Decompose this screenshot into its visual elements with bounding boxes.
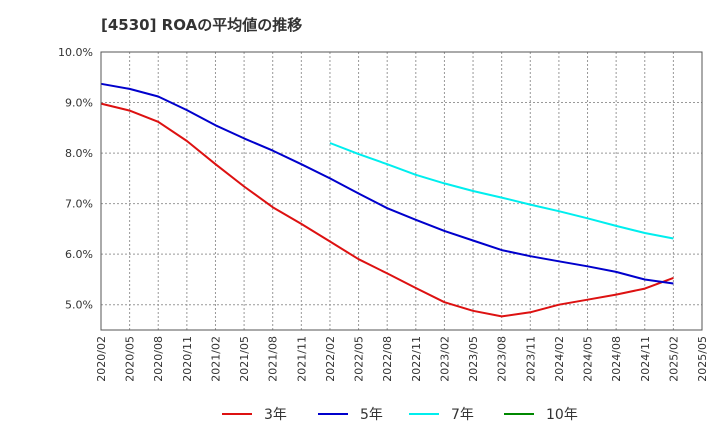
plot-frame bbox=[100, 51, 703, 331]
x-tick-label: 2024/05 bbox=[582, 336, 595, 382]
x-tick-label: 2020/05 bbox=[124, 336, 137, 382]
x-tick-label: 2021/11 bbox=[295, 336, 308, 382]
chart-title: [4530] ROAの平均値の推移 bbox=[101, 16, 303, 34]
x-tick-label: 2025/05 bbox=[696, 336, 709, 382]
series-lines bbox=[100, 82, 674, 318]
x-tick-label: 2020/02 bbox=[95, 336, 108, 382]
series-line bbox=[100, 102, 674, 318]
x-tick-label: 2023/05 bbox=[467, 336, 480, 382]
x-axis-tick-labels: 2020/02 2020/05 2020/08 2020/11 2021/02 2021/… bbox=[95, 336, 709, 382]
x-tick-label: 2022/08 bbox=[381, 336, 394, 382]
legend: 3年 5年 7年 10年 bbox=[222, 407, 578, 423]
x-tick-label: 2025/02 bbox=[667, 336, 680, 382]
y-tick-label: 8.0% bbox=[65, 147, 93, 160]
legend-label: 5年 bbox=[360, 407, 383, 423]
x-tick-label: 2021/08 bbox=[267, 336, 280, 382]
x-tick-label: 2020/08 bbox=[152, 336, 165, 382]
legend-label: 7年 bbox=[451, 407, 474, 423]
plot-background bbox=[101, 52, 702, 330]
series-line bbox=[100, 82, 674, 285]
x-tick-label: 2022/11 bbox=[410, 336, 423, 382]
x-tick-label: 2024/11 bbox=[639, 336, 652, 382]
x-tick-label: 2021/05 bbox=[238, 336, 251, 382]
x-tick-label: 2020/11 bbox=[181, 336, 194, 382]
grid-lines bbox=[101, 52, 702, 330]
x-tick-label: 2022/02 bbox=[324, 336, 337, 382]
legend-label: 3年 bbox=[264, 407, 287, 423]
x-tick-label: 2023/11 bbox=[524, 336, 537, 382]
y-tick-label: 10.0% bbox=[58, 46, 93, 59]
x-tick-label: 2024/02 bbox=[553, 336, 566, 382]
x-tick-label: 2023/02 bbox=[438, 336, 451, 382]
y-tick-label: 9.0% bbox=[65, 97, 93, 110]
series-line bbox=[329, 142, 674, 240]
y-tick-label: 7.0% bbox=[65, 198, 93, 211]
y-tick-label: 6.0% bbox=[65, 248, 93, 261]
x-tick-label: 2021/02 bbox=[209, 336, 222, 382]
x-tick-label: 2023/08 bbox=[496, 336, 509, 382]
legend-label: 10年 bbox=[546, 407, 578, 423]
x-tick-label: 2022/05 bbox=[353, 336, 366, 382]
y-tick-label: 5.0% bbox=[65, 299, 93, 312]
y-axis-tick-labels: 5.0% 6.0% 7.0% 8.0% 9.0% 10.0% bbox=[58, 46, 93, 312]
x-tick-label: 2024/08 bbox=[610, 336, 623, 382]
